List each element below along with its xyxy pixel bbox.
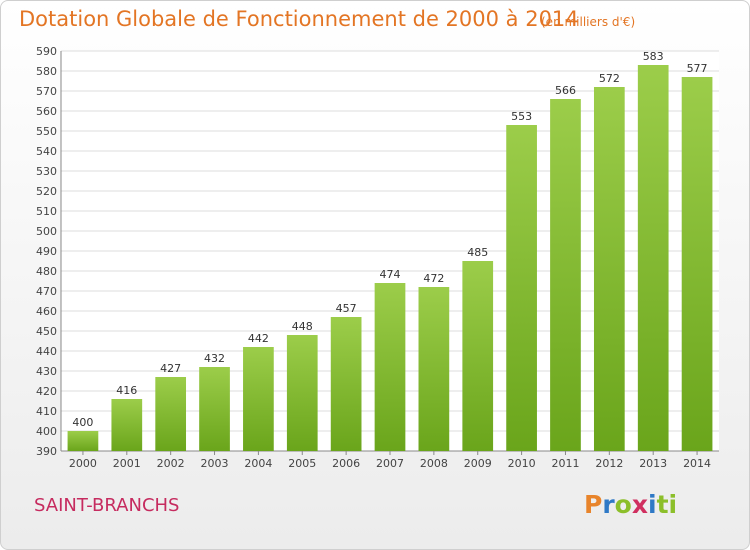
data-label: 472 bbox=[423, 272, 444, 285]
x-tick-label: 2005 bbox=[288, 457, 316, 470]
x-tick-label: 2007 bbox=[376, 457, 404, 470]
bar bbox=[374, 283, 406, 451]
y-tick-label: 540 bbox=[36, 145, 57, 158]
y-tick-label: 440 bbox=[36, 345, 57, 358]
x-tick-label: 2006 bbox=[332, 457, 360, 470]
x-tick-label: 2011 bbox=[551, 457, 579, 470]
y-tick-label: 570 bbox=[36, 85, 57, 98]
data-label: 485 bbox=[467, 246, 488, 259]
y-tick-label: 520 bbox=[36, 185, 57, 198]
y-tick-label: 430 bbox=[36, 365, 57, 378]
x-tick-label: 2003 bbox=[201, 457, 229, 470]
data-label: 400 bbox=[72, 416, 93, 429]
bar bbox=[550, 99, 581, 451]
bar bbox=[286, 335, 318, 451]
data-label: 474 bbox=[380, 268, 401, 281]
chart-subtitle: (en milliers d'€) bbox=[541, 15, 636, 29]
logo-letter: P bbox=[584, 490, 603, 519]
bar bbox=[155, 377, 187, 451]
logo-letter: i bbox=[648, 490, 657, 519]
data-label: 572 bbox=[599, 72, 620, 85]
y-tick-label: 550 bbox=[36, 125, 57, 138]
bar bbox=[67, 431, 99, 451]
logo-letter: o bbox=[614, 490, 632, 519]
data-label: 457 bbox=[336, 302, 357, 315]
y-tick-label: 530 bbox=[36, 165, 57, 178]
bar bbox=[199, 367, 230, 451]
bar bbox=[111, 399, 143, 451]
logo-letter: x bbox=[631, 490, 648, 519]
bar bbox=[243, 347, 274, 451]
y-tick-label: 500 bbox=[36, 225, 57, 238]
data-label: 577 bbox=[687, 62, 708, 75]
y-tick-label: 410 bbox=[36, 405, 57, 418]
bar bbox=[637, 65, 669, 451]
y-tick-label: 460 bbox=[36, 305, 57, 318]
chart-title: Dotation Globale de Fonctionnement de 20… bbox=[19, 7, 579, 31]
logo-letter: r bbox=[602, 490, 615, 519]
y-tick-label: 400 bbox=[36, 425, 57, 438]
data-label: 442 bbox=[248, 332, 269, 345]
data-label: 432 bbox=[204, 352, 225, 365]
y-tick-label: 490 bbox=[36, 245, 57, 258]
y-tick-label: 590 bbox=[36, 45, 57, 58]
bar bbox=[462, 261, 494, 451]
y-tick-label: 390 bbox=[36, 445, 57, 458]
y-tick-label: 450 bbox=[36, 325, 57, 338]
y-tick-label: 470 bbox=[36, 285, 57, 298]
y-tick-label: 580 bbox=[36, 65, 57, 78]
x-tick-label: 2001 bbox=[113, 457, 141, 470]
proxiti-logo: Proxiti bbox=[584, 490, 677, 519]
x-tick-label: 2010 bbox=[508, 457, 536, 470]
bar bbox=[506, 125, 537, 451]
data-label: 553 bbox=[511, 110, 532, 123]
data-label: 427 bbox=[160, 362, 181, 375]
y-tick-label: 420 bbox=[36, 385, 57, 398]
bar bbox=[681, 77, 713, 451]
x-tick-label: 2000 bbox=[69, 457, 97, 470]
x-tick-label: 2012 bbox=[595, 457, 623, 470]
y-tick-label: 510 bbox=[36, 205, 57, 218]
x-tick-label: 2002 bbox=[157, 457, 185, 470]
data-label: 583 bbox=[643, 50, 664, 63]
x-tick-label: 2013 bbox=[639, 457, 667, 470]
commune-name: SAINT-BRANCHS bbox=[34, 495, 180, 516]
data-label: 448 bbox=[292, 320, 313, 333]
y-tick-label: 560 bbox=[36, 105, 57, 118]
data-label: 566 bbox=[555, 84, 576, 97]
bar bbox=[418, 287, 450, 451]
bar bbox=[330, 317, 362, 451]
bar bbox=[593, 87, 625, 451]
y-tick-label: 480 bbox=[36, 265, 57, 278]
x-tick-label: 2014 bbox=[683, 457, 711, 470]
data-label: 416 bbox=[116, 384, 137, 397]
x-tick-label: 2008 bbox=[420, 457, 448, 470]
x-tick-label: 2009 bbox=[464, 457, 492, 470]
x-tick-label: 2004 bbox=[244, 457, 272, 470]
logo-letter: ti bbox=[656, 490, 678, 519]
